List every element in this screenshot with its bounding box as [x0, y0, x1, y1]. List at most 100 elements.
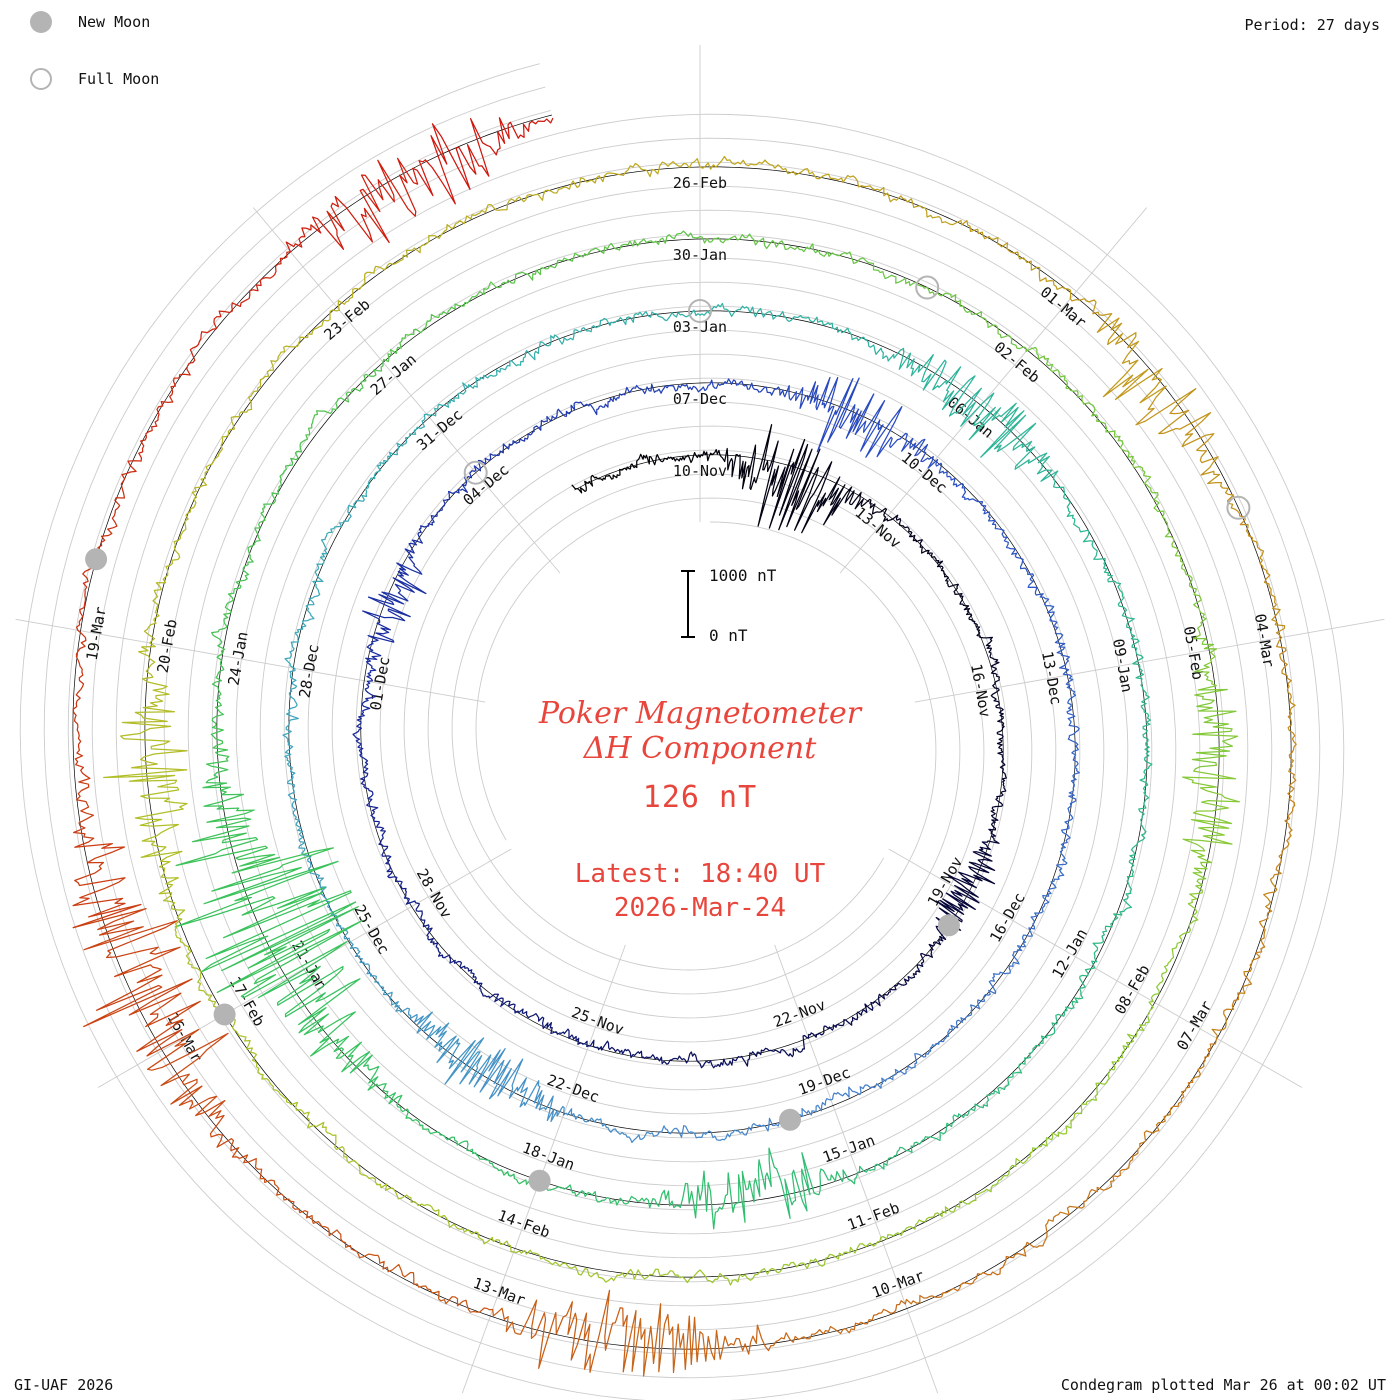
grid-spoke — [839, 207, 1148, 574]
trace-segment — [1030, 967, 1096, 1054]
trace-segment — [175, 767, 334, 874]
trace-segment — [1263, 773, 1297, 912]
trace-segment — [72, 907, 201, 1057]
date-label: 26-Feb — [673, 174, 727, 192]
trace-segment — [951, 1052, 1033, 1125]
trace-segment — [1182, 768, 1241, 891]
full-moon-marker — [1226, 495, 1251, 520]
trace-segment — [904, 1241, 1034, 1305]
component-title: ΔH Component — [583, 731, 817, 766]
trace-segment — [872, 952, 929, 1007]
trace-segment — [584, 230, 701, 256]
trace-segment — [540, 396, 620, 425]
date-label: 08-Feb — [1111, 962, 1154, 1018]
station-title: Poker Magnetometer — [538, 696, 862, 731]
trace-segment — [883, 514, 940, 564]
trace-segment — [174, 860, 363, 999]
trace-segment — [960, 219, 1072, 300]
trace-segment — [521, 1008, 590, 1048]
latest-date: 2026-Mar-24 — [613, 893, 787, 923]
trace-segment — [103, 769, 188, 902]
trace-segment — [645, 1170, 755, 1230]
date-label: 25-Dec — [350, 902, 393, 958]
trace-segment — [1069, 298, 1167, 404]
trace-segment — [736, 1034, 810, 1067]
date-label: 03-Jan — [673, 318, 727, 336]
trace-segment — [1170, 536, 1218, 650]
trace-segment — [1025, 346, 1116, 433]
trace-segment — [492, 1289, 631, 1373]
date-label: 19-Mar — [83, 605, 110, 661]
trace-segment — [382, 294, 478, 363]
date-label: 15-Jan — [820, 1131, 877, 1166]
trace-segment — [513, 1249, 639, 1283]
trace-segment — [303, 1111, 399, 1200]
trace-segment — [248, 309, 340, 407]
full-moon-marker — [463, 460, 488, 485]
trace-segment — [926, 286, 1027, 352]
date-label: 07-Mar — [1173, 998, 1216, 1054]
trace-segment — [761, 1236, 882, 1275]
trace-segment — [699, 155, 834, 180]
date-label: 05-Feb — [1180, 625, 1207, 681]
trace-segment — [473, 423, 542, 472]
new-moon-icon — [30, 11, 52, 33]
trace-segment — [337, 230, 446, 311]
date-label: 12-Jan — [1048, 926, 1091, 982]
magnetometer-trace — [72, 117, 1297, 1377]
period-label: Period: 27 days — [1244, 16, 1380, 34]
trace-segment — [205, 654, 230, 769]
date-label: 07-Dec — [673, 390, 727, 408]
grid-spoke — [15, 618, 486, 703]
trace-segment — [757, 438, 833, 534]
trace-segment — [629, 1303, 772, 1377]
trace-segment — [349, 941, 411, 1016]
new-moon-marker — [528, 1169, 551, 1192]
grid-spoke — [252, 207, 561, 574]
trace-segment — [1137, 1037, 1218, 1154]
current-value: 126 nT — [642, 780, 758, 815]
trace-segment — [250, 442, 303, 547]
trace-segment — [378, 834, 418, 905]
trace-segment — [1052, 475, 1106, 566]
center-annotation: Poker Magnetometer ΔH Component 126 nT L… — [539, 696, 861, 923]
grid-spoke — [774, 944, 939, 1394]
latest-time: Latest: 18:40 UT — [574, 859, 826, 889]
date-label: 16-Nov — [967, 662, 994, 718]
date-label: 10-Mar — [869, 1266, 926, 1301]
trace-segment — [509, 319, 602, 367]
moon-phase-markers — [85, 275, 1251, 1192]
trace-segment — [358, 1253, 494, 1313]
date-label: 24-Jan — [225, 630, 252, 686]
trace-segment — [408, 1011, 492, 1085]
trace-segment — [210, 545, 254, 656]
trace-segment — [284, 573, 324, 670]
trace-segment — [807, 1001, 874, 1039]
date-label: 02-Feb — [990, 338, 1043, 387]
full-moon-marker — [915, 275, 940, 300]
trace-segment — [588, 1039, 663, 1065]
trace-segment — [753, 1147, 859, 1220]
new-moon-marker — [85, 548, 108, 571]
trace-segment — [185, 405, 253, 520]
trace-segment — [163, 899, 224, 1017]
trace-segment — [254, 1158, 361, 1259]
trace-segment — [443, 186, 571, 232]
trace-segment — [120, 642, 188, 771]
trace-segment — [1060, 761, 1081, 849]
full-moon-label: Full Moon — [78, 70, 160, 88]
date-label: 27-Jan — [367, 350, 420, 399]
trace-segment — [473, 1048, 565, 1123]
trace-segment — [146, 1028, 257, 1164]
date-label: 13-Mar — [471, 1274, 528, 1309]
grid-spoke — [914, 618, 1385, 703]
trace-segment — [257, 954, 371, 1073]
grid-spoke — [888, 848, 1303, 1088]
trace-segment — [1191, 648, 1239, 770]
trace-segment — [562, 1108, 655, 1144]
date-label: 11-Feb — [845, 1199, 902, 1234]
new-moon-marker — [779, 1108, 801, 1131]
trace-segment — [927, 458, 996, 522]
trace-segment — [282, 667, 299, 765]
